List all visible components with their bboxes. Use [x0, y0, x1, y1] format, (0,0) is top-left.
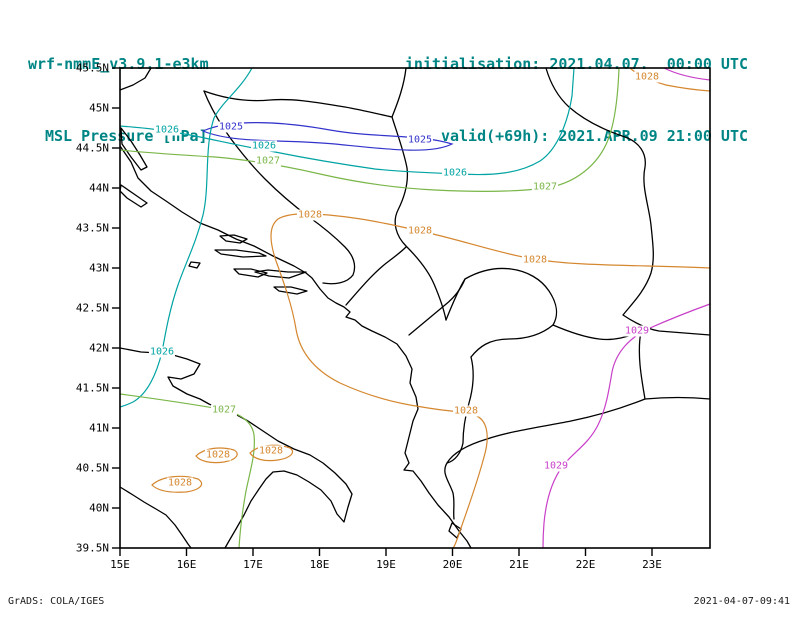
- contour-1028-northeast: [629, 67, 711, 92]
- island-hvar: [214, 249, 267, 258]
- island-dugi-otok: [119, 184, 148, 208]
- grads-stamp: GrADS: COLA/IGES: [8, 596, 105, 607]
- contour-1029-east: [542, 303, 711, 549]
- coastline-east-adriatic: [119, 145, 472, 549]
- geography-layer: [119, 67, 711, 549]
- contour-1028-loop-b: [249, 444, 294, 462]
- border-greece-north: [444, 398, 646, 520]
- peninsula-peljesac: [254, 269, 307, 279]
- contour-1025-trough: [201, 122, 454, 151]
- border-kosovo: [445, 267, 558, 358]
- border-serbia-romania-bulgaria: [545, 67, 711, 336]
- island-korcula: [233, 268, 268, 278]
- border-drina-bosnia-serbia: [391, 116, 447, 321]
- contour-1027-north: [119, 67, 620, 192]
- contour-layer: [119, 67, 711, 549]
- border-greece-bulgaria: [644, 396, 711, 400]
- contour-1026-north: [119, 67, 575, 176]
- contour-1027-southwest: [119, 393, 255, 549]
- border-albania-macedonia: [446, 356, 474, 464]
- axis-ticks: [112, 67, 653, 556]
- island-brac: [219, 234, 248, 244]
- island-mljet: [273, 286, 308, 295]
- border-croatia-serbia: [391, 67, 407, 118]
- island-pag: [120, 127, 148, 171]
- border-macedonia-bulgaria: [638, 330, 646, 400]
- border-serbia-macedonia: [552, 324, 642, 341]
- contour-1028-loop-a: [195, 447, 238, 464]
- contour-1029-corner: [663, 67, 711, 81]
- coastline-italy-tyrrhenian: [119, 486, 192, 549]
- island-vis: [188, 261, 201, 269]
- creation-timestamp: 2021-04-07-09:41: [693, 596, 790, 607]
- border-montenegro-bosnia: [345, 246, 407, 306]
- border-slovenia-corner: [119, 67, 152, 91]
- contour-1026-west: [119, 67, 253, 408]
- border-sava-north-bosnia: [203, 90, 393, 118]
- contour-1028-main: [270, 213, 711, 549]
- coastline-italy-adriatic: [119, 347, 353, 549]
- border-montenegro-albania: [408, 278, 466, 336]
- contour-1028-loop-c: [151, 475, 203, 493]
- map-frame: [119, 67, 711, 549]
